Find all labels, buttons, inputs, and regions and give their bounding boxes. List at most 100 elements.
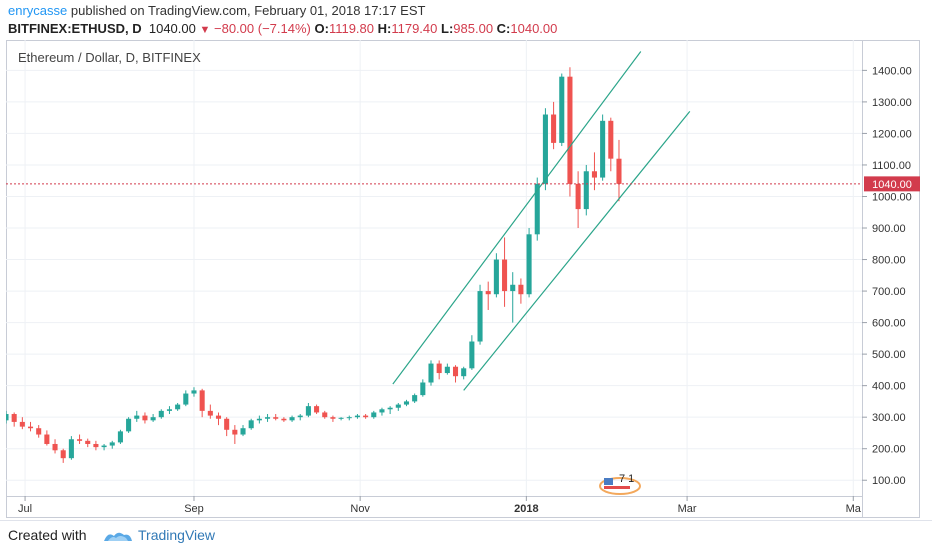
- candle-body: [60, 450, 66, 459]
- candle-body: [444, 366, 450, 374]
- candle: [85, 438, 91, 448]
- candle-body: [134, 415, 140, 419]
- candle: [338, 417, 344, 421]
- candle: [436, 360, 442, 380]
- candle-body: [158, 410, 164, 418]
- candle: [420, 379, 426, 397]
- candle: [191, 387, 197, 397]
- candle-body: [412, 395, 418, 402]
- candle-body: [420, 382, 426, 396]
- flag-icon: [604, 478, 613, 485]
- candle: [240, 425, 246, 437]
- candle: [199, 388, 205, 418]
- candle: [428, 360, 434, 386]
- candle: [68, 436, 74, 460]
- candle: [11, 412, 17, 427]
- candle: [371, 410, 377, 419]
- created-with-label: Created with: [8, 527, 87, 543]
- candle: [150, 414, 156, 422]
- candle-body: [346, 417, 352, 419]
- candle: [600, 114, 606, 181]
- time-tick-label: 2018: [514, 503, 538, 515]
- price-axis[interactable]: 100.00 200.00 300.00 400.00 500.00 600.00 700.…: [862, 65, 912, 487]
- candle: [412, 393, 418, 403]
- candle: [583, 164, 589, 216]
- grid-lines: [6, 40, 862, 496]
- candle: [354, 414, 360, 419]
- candle-body: [518, 284, 524, 295]
- candle-body: [493, 259, 499, 295]
- candle: [101, 443, 107, 451]
- candle-body: [273, 417, 279, 419]
- last-price: 1040.00: [148, 21, 196, 36]
- candle-body: [567, 76, 573, 184]
- candle: [27, 421, 34, 432]
- candle-body: [403, 401, 410, 405]
- candle-body: [363, 415, 369, 418]
- candle: [265, 414, 271, 422]
- candle-body: [265, 417, 271, 419]
- candle: [461, 366, 467, 380]
- candle: [534, 177, 540, 241]
- candle-body: [44, 434, 50, 444]
- candle-body: [502, 259, 508, 292]
- author-link[interactable]: enrycasse: [8, 3, 68, 18]
- candle: [44, 430, 50, 446]
- candle-body: [534, 183, 540, 235]
- price-tick-label: 400.00: [872, 381, 906, 393]
- candle-body: [338, 417, 344, 419]
- tradingview-brand-link[interactable]: TradingView: [138, 527, 216, 543]
- candle-body: [330, 417, 336, 419]
- candle: [93, 440, 99, 451]
- candle-body: [11, 414, 17, 422]
- candle: [444, 363, 450, 375]
- trend-channel[interactable]: [392, 51, 691, 391]
- candle-body: [616, 158, 622, 184]
- candle-body: [297, 415, 303, 418]
- candle: [207, 404, 213, 419]
- price-tick-label: 700.00: [872, 286, 906, 298]
- time-tick-label: Mar: [678, 503, 697, 515]
- candle-body: [395, 404, 401, 408]
- candle-body: [452, 366, 459, 377]
- price-tick-label: 600.00: [872, 318, 906, 330]
- symbol-label: BITFINEX:ETHUSD, D: [8, 21, 142, 36]
- tradingview-logo-icon[interactable]: [102, 528, 134, 544]
- time-tick-label: Nov: [350, 503, 370, 515]
- candle: [526, 228, 532, 298]
- candle-body: [542, 114, 548, 184]
- candle-body: [305, 406, 311, 416]
- candle-body: [314, 406, 320, 413]
- price-change: −80.00 (−7.14%): [214, 21, 311, 36]
- price-tick-label: 1200.00: [872, 128, 912, 140]
- price-badge-bg: [864, 176, 920, 192]
- candle: [281, 417, 287, 422]
- candle-body: [428, 363, 434, 383]
- chart-title: Ethereum / Dollar, D, BITFINEX: [18, 50, 201, 65]
- candle: [248, 418, 254, 430]
- publish-info: enrycasse published on TradingView.com, …: [8, 3, 425, 19]
- candle-body: [322, 412, 328, 418]
- candle: [485, 281, 491, 310]
- candle-body: [600, 120, 606, 178]
- candle: [134, 410, 140, 422]
- candle-body: [117, 431, 123, 443]
- high-label: H:: [377, 21, 392, 36]
- candle: [126, 417, 132, 433]
- quote-line: BITFINEX:ETHUSD, D 1040.00 ▼ −80.00 (−7.…: [8, 21, 557, 38]
- candle-body: [289, 417, 295, 421]
- candle-body: [175, 404, 181, 410]
- time-axis[interactable]: Jul Sep Nov 2018 Mar Ma: [18, 496, 862, 515]
- close-label: C:: [496, 21, 511, 36]
- candle: [559, 73, 565, 147]
- candle: [542, 108, 548, 191]
- candle: [452, 365, 459, 383]
- candle-body: [101, 445, 107, 448]
- time-tick-label: Jul: [18, 503, 32, 515]
- price-chart[interactable]: 100.00 200.00 300.00 400.00 500.00 600.00 700.…: [6, 40, 920, 518]
- events-badge[interactable]: 7 1: [599, 473, 641, 495]
- candle: [158, 409, 164, 419]
- price-tick-label: 800.00: [872, 255, 906, 267]
- time-tick-label: Ma: [846, 503, 862, 515]
- candle-body: [510, 284, 516, 292]
